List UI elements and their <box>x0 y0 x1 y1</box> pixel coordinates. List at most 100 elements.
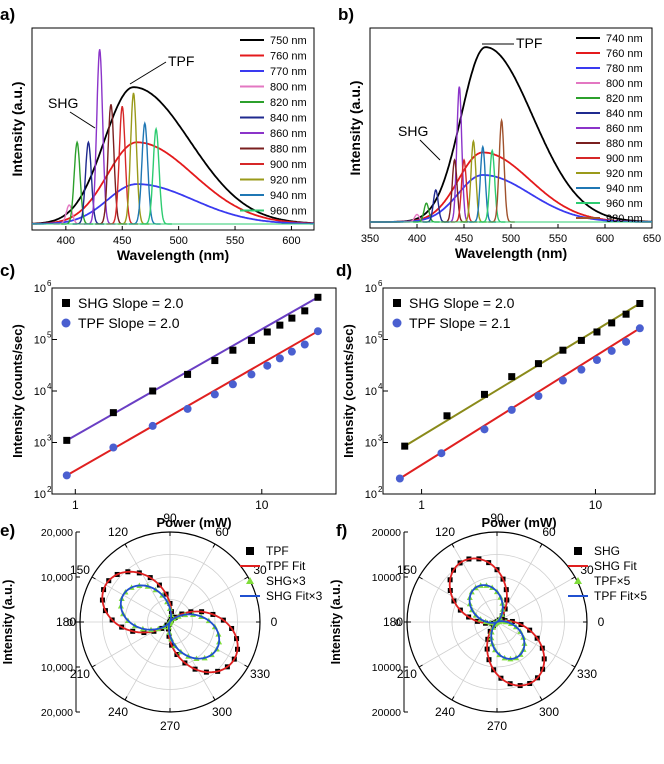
data-point-shg <box>559 346 567 354</box>
data-point-shg <box>508 373 516 381</box>
data-point-tpf <box>313 327 322 336</box>
angle-tick <box>571 664 576 668</box>
grid-spoke <box>496 621 543 701</box>
angle-label: 180 <box>56 615 76 629</box>
data-point-shg <box>149 387 157 395</box>
y-tick-label: 10 <box>34 283 46 295</box>
data-point-shg <box>401 442 409 450</box>
data-point-shg <box>443 412 451 420</box>
y-tick-exponent: 4 <box>47 382 52 391</box>
y-tick-label: 10 <box>34 335 46 347</box>
angle-label: 240 <box>435 705 455 719</box>
data-point-tpf <box>592 355 601 364</box>
legend-label: TPF Fit <box>266 559 306 573</box>
angle-tick <box>244 664 249 668</box>
annotation-arrow <box>129 61 167 85</box>
angle-label: 90 <box>490 511 504 525</box>
data-point-tpf <box>607 346 616 355</box>
angle-tick <box>91 576 96 580</box>
radial-label: 20,000 <box>41 527 73 539</box>
annotation-shg: SHG <box>48 95 78 111</box>
data-point-shg <box>622 310 630 318</box>
legend-swatch <box>246 547 254 555</box>
angle-label: 0 <box>598 615 605 629</box>
legend-label: 800 nm <box>606 78 643 90</box>
data-point-shg <box>636 300 644 308</box>
y-tick-exponent: 2 <box>378 485 383 494</box>
annotation-arrow <box>69 111 96 129</box>
grid-spoke <box>124 543 171 623</box>
angle-tick <box>124 543 128 548</box>
angle-label: 240 <box>108 705 128 719</box>
grid-spoke <box>418 621 498 668</box>
y-tick-exponent: 5 <box>378 331 383 340</box>
x-tick-label: 650 <box>643 233 661 245</box>
data-point-shg <box>577 336 585 344</box>
y-tick-label: 10 <box>365 386 377 398</box>
y-tick-exponent: 4 <box>378 382 383 391</box>
grid-spoke <box>124 621 171 701</box>
fit-line <box>66 330 319 477</box>
fit-curve <box>468 584 526 660</box>
x-axis-label: Wavelength (nm) <box>455 245 567 261</box>
data-point-tpf <box>635 324 644 333</box>
data-point-shg <box>229 346 237 354</box>
x-axis-label: Power (mW) <box>481 515 556 530</box>
legend-label: 940 nm <box>606 183 643 195</box>
legend-label: 780 nm <box>606 63 643 75</box>
y-axis-label: Intensity (a.u.) <box>1 580 15 665</box>
legend-swatch <box>246 577 254 584</box>
data-point-tpf <box>210 390 219 399</box>
grid-spoke <box>451 543 498 623</box>
legend-label: 860 nm <box>606 123 643 135</box>
shg-peak <box>117 92 150 225</box>
y-tick-label: 10 <box>34 386 46 398</box>
fit-line <box>404 302 641 447</box>
legend-label: 900 nm <box>270 159 307 171</box>
legend-label: 750 nm <box>270 35 307 47</box>
legend-label: SHG Fit×3 <box>266 589 323 603</box>
data-point-tpf <box>109 443 118 452</box>
y-axis-label: Intensity (a.u.) <box>9 82 25 177</box>
x-tick-label: 10 <box>589 498 603 512</box>
data-point-tpf <box>62 471 71 480</box>
fit-line <box>66 296 319 442</box>
panel-label: c) <box>0 261 15 280</box>
legend-label: 960 nm <box>606 198 643 210</box>
shg-peak <box>479 148 506 223</box>
tpf-curve <box>370 46 653 223</box>
x-axis-label: Wavelength (nm) <box>117 247 229 263</box>
x-tick-label: 1 <box>418 498 425 512</box>
data-point-tpf <box>480 425 489 434</box>
x-tick-label: 10 <box>255 498 269 512</box>
annotation-shg: SHG <box>398 123 428 139</box>
legend-swatch <box>574 547 582 555</box>
legend-label: 820 nm <box>606 93 643 105</box>
legend-label: SHG Slope = 2.0 <box>409 295 515 311</box>
data-point-tpf <box>228 380 237 389</box>
panel-label: d) <box>336 261 352 280</box>
x-tick-label: 1 <box>72 498 79 512</box>
angle-label: 270 <box>160 719 180 733</box>
annotation-tpf: TPF <box>168 53 194 69</box>
legend-label: TPF Slope = 2.0 <box>78 315 180 331</box>
data-point-shg <box>109 409 117 417</box>
data-point-tpf <box>558 376 567 385</box>
y-tick-label: 10 <box>365 489 377 501</box>
tpf-curve <box>31 141 314 225</box>
angle-label: 210 <box>70 667 90 681</box>
y-tick-exponent: 3 <box>47 434 52 443</box>
data-point-shg <box>63 436 71 444</box>
data-point-tpf <box>287 347 296 356</box>
legend-label: 880 nm <box>270 144 307 156</box>
data-point-shg <box>288 314 296 322</box>
grid-spoke <box>418 576 498 623</box>
angle-tick <box>418 576 423 580</box>
tpf-curve <box>31 86 315 225</box>
data-point-tpf <box>275 354 284 363</box>
polar-panel-e: 030609012015018021024027030033020,00010,… <box>0 511 323 733</box>
grid-spoke <box>169 543 216 623</box>
y-tick-exponent: 6 <box>378 279 383 288</box>
